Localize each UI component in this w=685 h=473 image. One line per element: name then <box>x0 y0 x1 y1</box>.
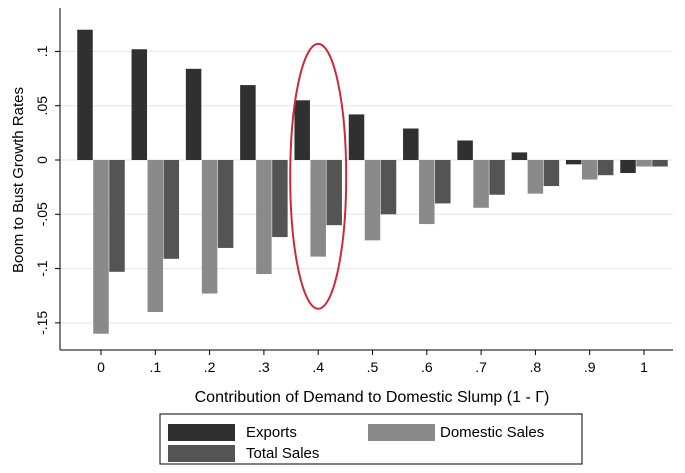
bar-total-sales <box>435 160 451 204</box>
x-tick-label: .1 <box>149 359 161 375</box>
x-tick-label: .6 <box>421 359 433 375</box>
bar-domestic-sales <box>147 160 164 312</box>
bar-total-sales <box>272 160 288 238</box>
bar-exports <box>185 68 202 160</box>
legend-swatch-domestic-sales <box>368 424 435 441</box>
bar-total-sales <box>380 160 397 215</box>
x-tick-label: .8 <box>530 359 542 375</box>
highlight-ellipse <box>289 42 348 310</box>
bar-domestic-sales <box>419 160 435 225</box>
bar-domestic-sales <box>636 160 652 167</box>
bar-exports <box>457 140 473 160</box>
y-tick-label: -.15 <box>34 311 50 335</box>
bar-domestic-sales <box>527 160 544 194</box>
bar-exports <box>620 160 636 174</box>
x-tick-label: .2 <box>204 359 216 375</box>
bar-exports <box>403 128 419 160</box>
legend-swatch-total-sales <box>168 445 235 462</box>
bar-total-sales <box>163 160 180 259</box>
x-tick-label: .3 <box>258 359 270 375</box>
bar-domestic-sales <box>201 160 218 294</box>
bar-exports <box>77 29 93 161</box>
x-tick-label: .4 <box>312 359 324 375</box>
bar-domestic-sales <box>473 160 489 208</box>
bar-domestic-sales <box>93 160 109 334</box>
x-tick-label: 0 <box>97 359 105 375</box>
bar-domestic-sales <box>364 160 381 241</box>
bar-total-sales <box>652 160 668 167</box>
bar-total-sales <box>597 160 614 176</box>
bar-total-sales <box>109 160 125 272</box>
bar-exports <box>294 100 310 160</box>
bar-total-sales <box>217 160 234 248</box>
bar-total-sales <box>543 160 560 187</box>
legend-label-exports: Exports <box>246 424 297 441</box>
y-tick-label: .1 <box>34 45 50 57</box>
y-tick-label: 0 <box>34 156 50 164</box>
x-tick-label: .5 <box>367 359 379 375</box>
x-tick-label: .9 <box>584 359 596 375</box>
legend-label-domestic-sales: Domestic Sales <box>440 424 544 441</box>
y-tick-label: -.1 <box>34 260 50 277</box>
bar-exports <box>240 85 256 160</box>
plot-area: .1 .05 0 -.05 -.1 -.15 0 .1 .2 .3 .4 .5 .6 .7 .8 .9 1 <box>34 8 673 375</box>
x-tick-label: 1 <box>640 359 648 375</box>
y-axis-title: Boom to Bust Growth Rates <box>10 87 27 273</box>
legend-swatch-exports <box>168 424 235 441</box>
x-axis-title: Contribution of Demand to Domestic Slump… <box>195 389 550 406</box>
bar-exports <box>565 160 582 165</box>
bar-exports <box>511 152 528 160</box>
legend: Exports Domestic Sales Total Sales <box>159 413 583 465</box>
bar-exports <box>131 49 148 160</box>
y-tick-label: .05 <box>34 96 50 116</box>
bar-domestic-sales <box>310 160 326 257</box>
legend-label-total-sales: Total Sales <box>246 445 319 462</box>
x-tick-label: .7 <box>475 359 487 375</box>
y-tick-label: -.05 <box>34 202 50 226</box>
bar-domestic-sales <box>256 160 272 274</box>
bar-total-sales <box>326 160 342 226</box>
bar-total-sales <box>489 160 505 195</box>
bar-domestic-sales <box>581 160 598 180</box>
bar-exports <box>348 114 365 160</box>
